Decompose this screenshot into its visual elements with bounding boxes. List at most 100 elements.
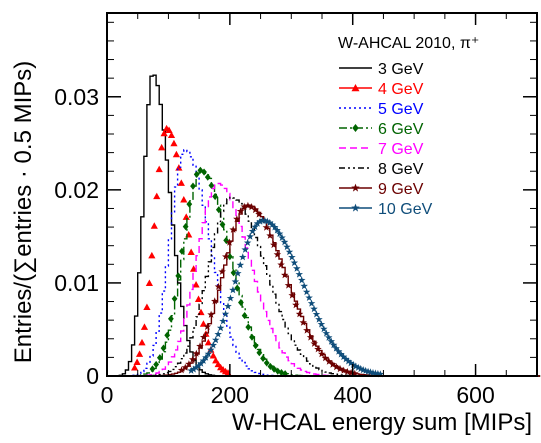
x-tick-label: 400 <box>334 382 372 408</box>
data-point <box>214 330 222 338</box>
data-point <box>192 363 200 371</box>
data-point <box>268 220 276 228</box>
data-point <box>325 357 333 365</box>
legend-label: 10 GeV <box>378 201 433 218</box>
data-point <box>182 213 190 220</box>
data-point <box>203 322 212 330</box>
data-point <box>285 248 294 256</box>
data-point <box>150 222 158 229</box>
data-point <box>266 231 274 239</box>
legend-label: 3 GeV <box>378 61 424 78</box>
data-point <box>234 284 241 292</box>
data-point <box>256 349 263 357</box>
data-point <box>342 355 350 363</box>
data-point <box>322 329 331 337</box>
data-point <box>145 279 153 286</box>
data-point <box>343 367 352 375</box>
y-tick-label: 0.02 <box>54 177 99 203</box>
legend-label: 8 GeV <box>378 161 424 178</box>
data-point <box>204 173 211 181</box>
data-point <box>256 217 264 225</box>
data-point <box>185 231 193 238</box>
data-point <box>199 356 208 364</box>
data-point <box>219 317 227 325</box>
data-point <box>262 223 271 231</box>
data-point <box>208 181 215 190</box>
data-point <box>332 363 341 371</box>
data-point <box>312 310 321 318</box>
data-point <box>187 248 195 255</box>
series-line <box>113 196 541 377</box>
data-point <box>212 336 220 344</box>
x-tick-label: 0 <box>101 382 114 408</box>
data-point <box>196 342 204 350</box>
data-point <box>290 258 299 267</box>
data-point <box>209 341 217 349</box>
data-point <box>177 366 186 374</box>
data-point <box>230 269 237 277</box>
data-point <box>186 200 193 208</box>
data-point <box>143 303 151 311</box>
data-point <box>263 217 272 225</box>
series-8-gev <box>113 196 541 377</box>
data-point <box>222 252 230 260</box>
data-point <box>247 203 256 211</box>
x-tick-label: 200 <box>211 382 249 408</box>
data-point <box>288 291 296 299</box>
data-point <box>315 315 323 323</box>
x-axis-label: W-HCAL energy sum [MIPs] <box>232 409 532 436</box>
data-point <box>306 333 315 341</box>
data-point <box>251 205 260 214</box>
data-point <box>278 233 286 241</box>
data-point <box>281 271 289 279</box>
data-point <box>282 370 289 378</box>
data-point <box>253 219 262 227</box>
data-point <box>252 342 259 350</box>
data-point <box>165 126 173 134</box>
data-point <box>160 129 168 137</box>
data-point <box>359 366 367 374</box>
data-point <box>170 139 178 147</box>
data-point <box>347 359 355 367</box>
legend-title: W-AHCAL 2010, π⁺ <box>338 35 479 52</box>
data-point <box>199 333 208 341</box>
data-point <box>172 150 181 158</box>
legend-label: 4 GeV <box>378 81 424 98</box>
data-point <box>160 344 167 352</box>
data-point <box>236 261 245 269</box>
data-point <box>180 196 188 203</box>
data-point <box>299 318 307 326</box>
data-point <box>273 226 281 234</box>
data-point <box>243 238 252 246</box>
data-point <box>187 366 195 374</box>
data-point <box>167 131 176 139</box>
data-point <box>245 323 252 331</box>
data-point <box>236 207 245 215</box>
data-point <box>153 360 160 369</box>
data-point <box>199 320 208 327</box>
data-point <box>337 350 345 358</box>
data-point <box>344 357 353 365</box>
series-4-gev <box>131 124 232 376</box>
data-point <box>376 370 385 378</box>
data-point <box>317 350 326 358</box>
data-point <box>270 240 278 249</box>
data-point <box>207 345 215 354</box>
data-series <box>113 74 541 378</box>
data-point <box>202 353 210 361</box>
data-point <box>266 218 274 226</box>
data-point <box>218 267 226 275</box>
data-point <box>225 238 234 246</box>
legend-label: 9 GeV <box>378 181 424 198</box>
data-point <box>216 324 225 332</box>
data-point <box>244 201 252 209</box>
data-point <box>240 202 248 210</box>
data-point <box>193 170 200 178</box>
data-point <box>234 269 242 277</box>
data-point <box>283 242 291 251</box>
legend: W-AHCAL 2010, π⁺ 3 GeV 4 GeV 5 GeV 6 GeV 7 G… <box>338 35 479 218</box>
data-point <box>188 355 197 363</box>
data-point <box>138 338 146 346</box>
data-point <box>239 253 247 261</box>
data-point <box>339 352 348 361</box>
